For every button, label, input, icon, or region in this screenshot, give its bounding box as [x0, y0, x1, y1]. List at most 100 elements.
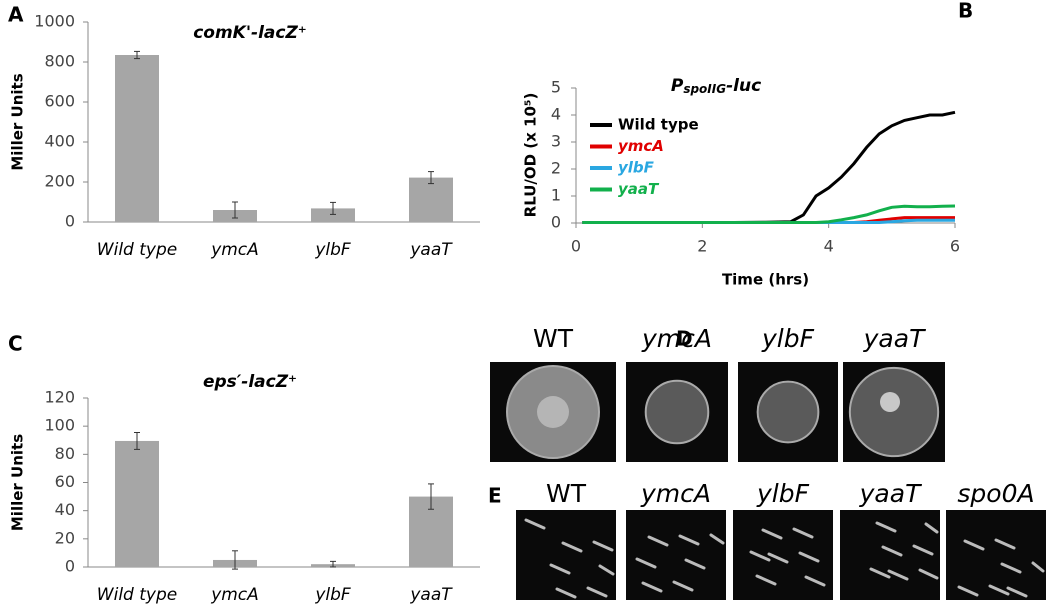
x-tick-label: 2 [697, 237, 707, 256]
colony [756, 380, 820, 444]
x-tick-label: 0 [571, 237, 581, 256]
y-tick-label: 0 [65, 557, 75, 576]
cell [912, 544, 934, 556]
cell [988, 584, 1010, 596]
panel-label: A [8, 3, 24, 27]
panel-label: E [488, 484, 502, 508]
cell [767, 552, 789, 564]
cell [875, 521, 897, 533]
y-tick-label: 0 [65, 212, 75, 231]
panel-label: D [676, 327, 693, 351]
colony [644, 379, 710, 445]
cell [761, 528, 783, 540]
chart-title: comK'-lacZ⁺ [193, 23, 307, 43]
cell [994, 538, 1016, 550]
image-label: WT [546, 479, 587, 508]
x-tick-label: ymcA [210, 585, 259, 605]
line-series [582, 204, 956, 224]
cell [592, 540, 614, 552]
y-tick-label: 2 [551, 159, 561, 178]
x-tick-label: ylbF [314, 240, 351, 260]
y-tick-label: 1 [551, 186, 561, 205]
y-tick-label: 600 [44, 92, 75, 111]
x-tick-label: ymcA [210, 240, 259, 260]
title-part: -luc [726, 76, 761, 96]
y-tick-label: 100 [44, 416, 75, 435]
title-part: spoIIG [683, 82, 726, 96]
legend-label: ylbF [618, 159, 655, 177]
cell [549, 563, 571, 575]
colony [848, 366, 940, 458]
legend-label: Wild type [618, 116, 699, 134]
cell [798, 551, 820, 563]
bar [115, 55, 159, 222]
chart-title: eps′-lacZ⁺ [203, 372, 297, 392]
cell [586, 586, 608, 598]
colony-center [880, 392, 900, 412]
y-tick-label: 20 [55, 528, 75, 547]
image-label: yaaT [859, 479, 922, 508]
cell [881, 545, 903, 557]
image-label: ymcA [641, 324, 712, 353]
y-axis-title: RLU/OD (x 10⁵) [522, 93, 540, 218]
x-axis-title: Time (hrs) [722, 271, 809, 289]
cell [635, 557, 657, 569]
micrograph [840, 510, 940, 600]
cell [918, 568, 939, 580]
colony-center [537, 396, 569, 428]
cell [672, 580, 694, 592]
y-tick-label: 1000 [34, 12, 75, 31]
image-label: ylbF [756, 479, 810, 508]
x-tick-label: Wild type [97, 585, 177, 605]
y-tick-label: 0 [551, 213, 561, 232]
image-label: yaaT [863, 324, 926, 353]
panel-label: C [8, 332, 23, 356]
image-label: ylbF [761, 324, 815, 353]
cell [755, 574, 777, 586]
y-tick-label: 3 [551, 132, 561, 151]
y-tick-label: 200 [44, 172, 75, 191]
x-tick-label: 4 [824, 237, 834, 256]
y-tick-label: 800 [44, 52, 75, 71]
legend-label: yaaT [618, 180, 660, 198]
image-label: WT [533, 324, 574, 353]
bar [311, 208, 355, 222]
cell [684, 558, 706, 570]
y-tick-label: 40 [55, 500, 75, 519]
cell [555, 587, 577, 599]
cell [1006, 586, 1028, 598]
cell [524, 518, 546, 530]
cell [678, 534, 700, 546]
cell [598, 564, 615, 576]
x-tick-label: yaaT [409, 240, 453, 260]
legend-label: ymcA [618, 137, 664, 155]
bar [115, 440, 159, 567]
micrograph [516, 510, 616, 600]
image-label: ymcA [640, 479, 711, 508]
image-label: spo0A [957, 479, 1034, 508]
x-tick-label: Wild type [97, 240, 177, 260]
y-tick-label: 60 [55, 472, 75, 491]
micrograph [946, 510, 1046, 600]
cell [792, 527, 814, 539]
cell [957, 585, 979, 597]
cell [647, 535, 669, 547]
title-part: P [671, 76, 684, 96]
x-tick-label: ylbF [314, 585, 351, 605]
chart-title: PspoIIG-luc [671, 76, 761, 96]
cell [869, 567, 891, 579]
cell [709, 533, 725, 545]
micrograph [733, 510, 833, 600]
cell [641, 581, 663, 593]
bar [409, 177, 453, 222]
y-tick-label: 400 [44, 132, 75, 151]
cell [749, 550, 771, 562]
y-tick-label: 120 [44, 388, 75, 407]
panel-label: B [958, 0, 973, 23]
y-axis-title: Miller Units [9, 434, 27, 531]
y-tick-label: 5 [551, 78, 561, 97]
y-tick-label: 80 [55, 444, 75, 463]
cell [887, 569, 909, 581]
y-axis-title: Miller Units [9, 73, 27, 170]
